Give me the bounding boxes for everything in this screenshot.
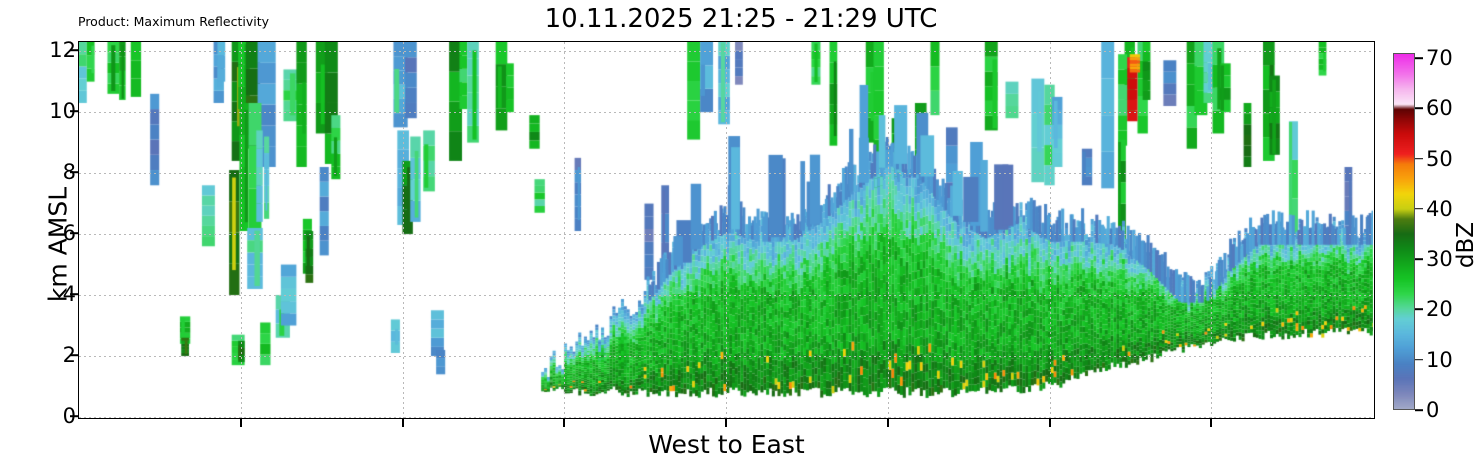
plot-area: [78, 41, 1375, 419]
colorbar-tick-label: 70: [1426, 46, 1453, 71]
x-axis-tick: [887, 419, 889, 427]
colorbar-tick-label: 20: [1426, 297, 1453, 322]
x-axis-tick: [563, 419, 565, 427]
colorbar-tick: [1415, 208, 1423, 210]
y-axis-tick: [70, 415, 78, 417]
reflectivity-heatmap: [79, 42, 1373, 417]
colorbar-tick: [1415, 57, 1423, 59]
x-axis-tick: [1210, 419, 1212, 427]
y-axis-tick: [70, 354, 78, 356]
colorbar-gradient: [1393, 53, 1415, 410]
colorbar-tick: [1415, 308, 1423, 311]
colorbar-tick-label: 40: [1426, 196, 1453, 221]
colorbar-tick: [1415, 409, 1423, 411]
figure-title: 10.11.2025 21:25 - 21:29 UTC: [544, 4, 938, 34]
y-axis-tick-label: 0: [62, 404, 76, 428]
colorbar-label: dBZ: [1453, 221, 1479, 269]
colorbar-tick: [1415, 157, 1423, 160]
y-axis-tick-label: 4: [62, 282, 76, 307]
colorbar-tick: [1415, 258, 1423, 260]
y-axis-tick-label: 10: [49, 99, 76, 124]
y-axis-tick: [70, 49, 78, 51]
x-axis-tick: [240, 419, 242, 427]
y-axis-label: km AMSL: [43, 186, 73, 303]
colorbar-tick-label: 0: [1426, 398, 1440, 422]
x-axis-tick: [1049, 419, 1051, 427]
y-axis-tick: [70, 110, 78, 112]
colorbar: [1393, 53, 1415, 410]
product-label: Product: Maximum Reflectivity: [78, 14, 270, 29]
y-axis-tick-label: 2: [62, 343, 76, 368]
y-axis-tick: [70, 171, 78, 173]
colorbar-tick-label: 30: [1426, 247, 1453, 272]
gridline-horizontal: [79, 417, 1374, 418]
x-axis-tick: [402, 419, 404, 427]
colorbar-tick-label: 10: [1426, 347, 1453, 372]
y-axis-tick: [70, 232, 78, 234]
x-axis-tick: [725, 419, 727, 427]
colorbar-tick-label: 60: [1426, 96, 1453, 121]
colorbar-tick: [1415, 107, 1423, 110]
y-axis-tick-label: 6: [62, 221, 76, 246]
y-axis-tick-label: 8: [62, 160, 76, 185]
y-axis-tick: [70, 293, 78, 295]
colorbar-tick-label: 50: [1426, 146, 1453, 171]
y-axis-tick-label: 12: [49, 38, 76, 63]
colorbar-tick: [1415, 358, 1423, 361]
x-axis-label: West to East: [648, 430, 805, 459]
